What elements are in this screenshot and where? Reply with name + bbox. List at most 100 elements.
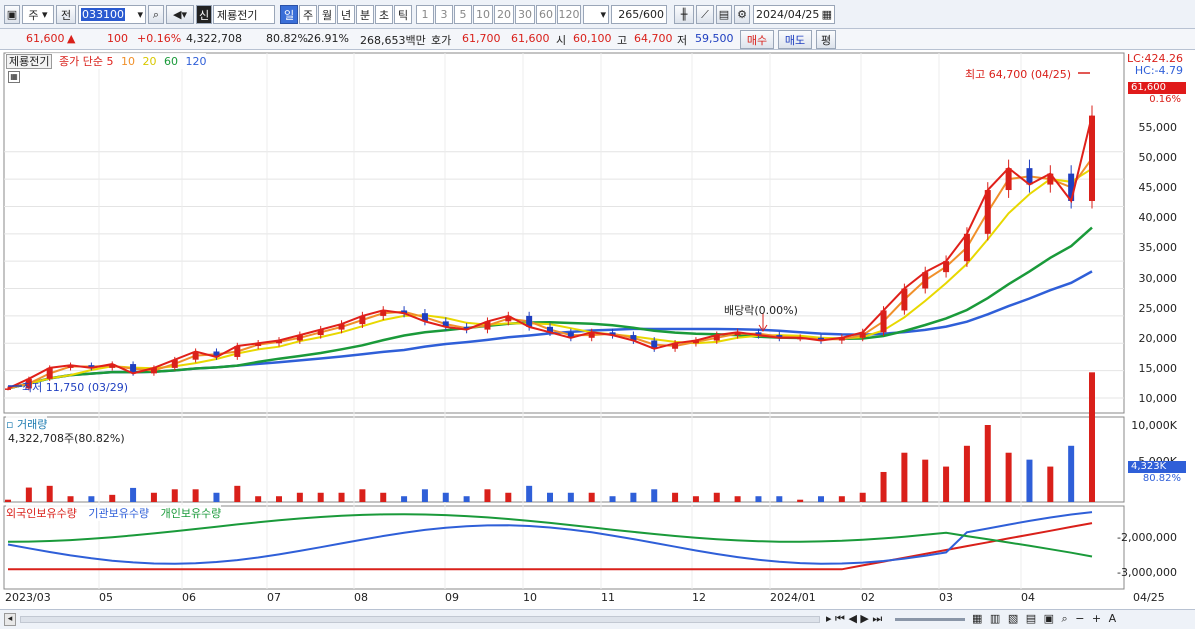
chevron-down-icon: ▾ [600,8,606,21]
volume-bar [130,487,137,502]
plus-icon[interactable]: + [1091,612,1104,625]
gear-icon[interactable]: ⚙ [734,5,750,24]
volume-bar [359,489,366,502]
window-icon[interactable]: ▣ [4,5,20,24]
candle-body [901,288,908,311]
volume-bar [526,485,533,502]
interval-dropdown[interactable]: ▾ [583,5,609,24]
date-field[interactable]: 2024/04/25 ▦ [753,5,835,24]
volume-bar [734,496,741,502]
candle-icon[interactable]: ╫ [674,5,694,24]
split-icon[interactable]: ▧ [1007,612,1021,625]
volume-bar [505,492,512,502]
volume-bar [1005,452,1012,502]
next-icon[interactable]: ▶ [860,612,869,625]
volume-bar [463,496,470,502]
interval-120-button[interactable]: 120 [557,5,581,24]
nav-buttons[interactable]: ▸ ⏮ ◀ ▶ ⏭ [826,612,882,626]
mode-select[interactable]: 주 ▾ [22,5,54,24]
compare-icon[interactable]: ▣ [1043,612,1057,625]
period-day-tab[interactable]: 일 [280,5,298,24]
high-annotation: 최고 64,700 (04/25) [965,68,1072,81]
zoom-icon[interactable]: ⌕ [1061,612,1070,625]
volume-bar [692,496,699,502]
candle-body [25,378,32,389]
period-year-tab[interactable]: 년 [337,5,355,24]
bottom-toolbar: ◂ ▸ ⏮ ◀ ▶ ⏭ ▦ ▥ ▧ ▤ ▣ ⌕ − + A [0,609,1195,629]
volume-bar [442,492,449,502]
candle-body [1026,168,1033,185]
grid-toggle-icon[interactable]: ▦ [8,71,20,83]
ytick-30000: 30,000 [1138,272,1178,285]
candle-body [505,315,512,322]
save-icon[interactable]: ▤ [716,5,732,24]
interval-3-button[interactable]: 3 [435,5,453,24]
xlabel-end: 04/25 [1133,591,1165,604]
xlabel-12: 12 [692,591,706,604]
volume-bar [609,496,616,502]
line-tool-icon[interactable]: ⟋ [696,5,714,24]
volume-bar [922,459,929,502]
ma10-label: 10 [120,55,135,68]
scroll-left-icon[interactable]: ◂ [4,613,16,626]
prev-button[interactable]: 전 [56,5,76,24]
count-field[interactable]: 265/600 [611,5,667,24]
interval-20-button[interactable]: 20 [494,5,514,24]
stock-chart[interactable]: 제룡전기 종가 단순 5 10 20 60 120 ▦ LC:424.26 HC… [0,51,1195,609]
high-label: 고 [617,34,628,47]
layout-icon[interactable]: ▥ [989,612,1003,625]
volume-current-pct: 80.82% [1142,473,1181,484]
candle-body [526,315,533,327]
last-icon[interactable]: ⏭ [872,612,883,625]
volume-bar [421,489,428,502]
zoom-slider[interactable] [895,618,965,621]
volume-bar [46,485,53,502]
buy-button[interactable]: 매수 [740,30,774,49]
interval-30-button[interactable]: 30 [515,5,535,24]
volume-bar [317,492,324,502]
table-icon[interactable]: ▤ [1025,612,1039,625]
ma-close-label: 종가 단순 [58,55,103,68]
volume-bar [192,489,199,502]
candle-body [484,321,491,330]
interval-10-button[interactable]: 10 [473,5,493,24]
period-tick-tab[interactable]: 틱 [394,5,412,24]
chart-canvas [3,52,1125,590]
candle-body [88,365,95,368]
open-label: 시 [556,34,567,47]
minus-icon[interactable]: − [1075,612,1087,625]
dividend-annotation: 배당락(0.00%) [724,304,798,317]
scroll-right-icon[interactable]: ▸ [826,612,832,625]
dividend-marker [758,313,768,332]
grid-icon[interactable]: ▦ [972,612,985,625]
horizontal-scrollbar[interactable] [20,616,820,623]
tool-icons[interactable]: ▦ ▥ ▧ ▤ ▣ ⌕ − + A [972,612,1118,626]
candle-body [838,337,845,341]
average-button[interactable]: 평 [816,30,836,49]
price-legend: 제룡전기 종가 단순 5 10 20 60 120 [6,53,207,69]
hold-ytick-3000000: -3,000,000 [1117,566,1177,579]
interval-60-button[interactable]: 60 [536,5,556,24]
volume-bar [672,492,679,502]
volume-bar [963,445,970,502]
period-week-tab[interactable]: 주 [299,5,317,24]
search-icon[interactable]: ⌕ [148,5,164,24]
speaker-icon[interactable]: ◀▾ [166,5,194,24]
interval-1-button[interactable]: 1 [416,5,434,24]
interval-5-button[interactable]: 5 [454,5,472,24]
period-minute-tab[interactable]: 분 [356,5,374,24]
sell-button[interactable]: 매도 [778,30,812,49]
count-total: /600 [639,8,664,21]
volume-bar [1068,445,1075,502]
stock-name-field[interactable]: 제룡전기 [213,5,275,24]
prev-icon[interactable]: ◀ [848,612,857,625]
stock-code-input[interactable]: 033100 ▾ [78,5,146,24]
volume-bar [859,492,866,502]
xlabel-09: 09 [445,591,459,604]
period-second-tab[interactable]: 초 [375,5,393,24]
volume-bar [797,499,804,502]
candle-body [922,272,929,289]
font-size-icon[interactable]: A [1108,612,1119,625]
period-month-tab[interactable]: 월 [318,5,336,24]
first-icon[interactable]: ⏮ [835,612,845,625]
